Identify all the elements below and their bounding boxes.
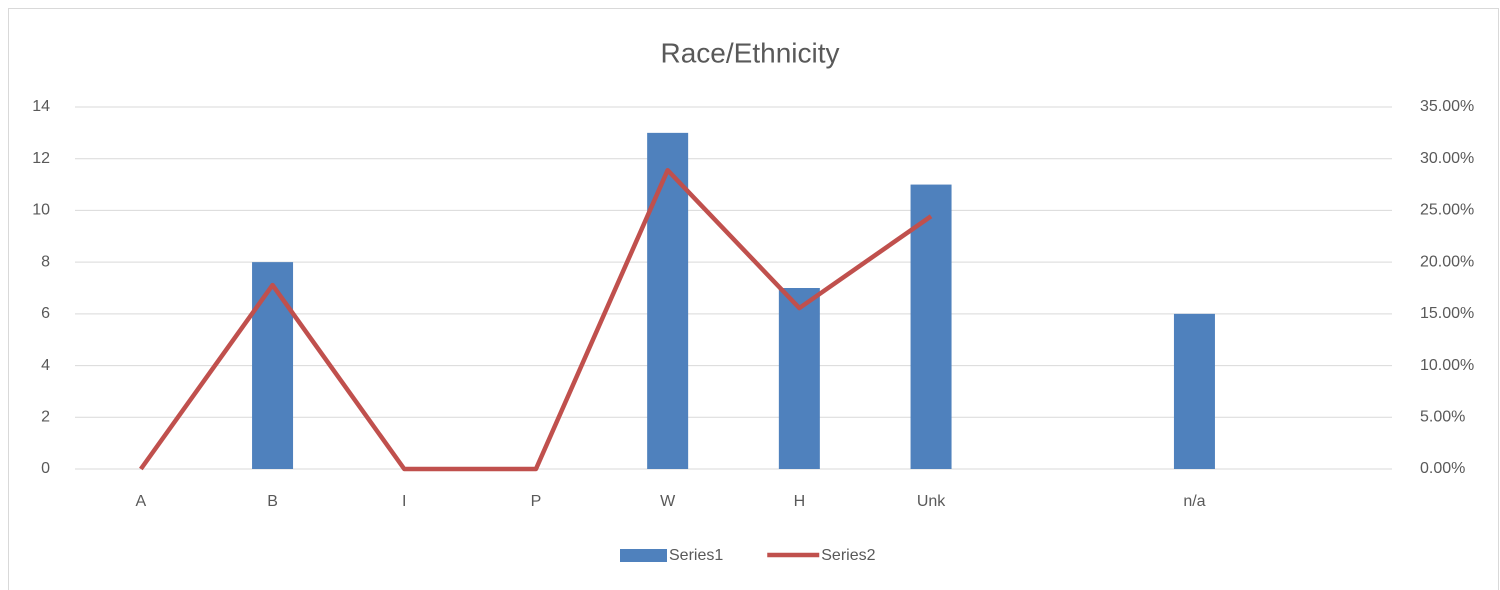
y-tick-label: 10 bbox=[32, 202, 50, 219]
y-tick-label: 2 bbox=[41, 409, 50, 426]
bar bbox=[647, 132, 689, 469]
x-tick-label: I bbox=[402, 493, 406, 510]
legend-label: Series2 bbox=[821, 547, 875, 564]
x-tick-label: P bbox=[531, 493, 542, 510]
y-tick-label: 6 bbox=[41, 305, 50, 322]
x-tick-label: H bbox=[794, 493, 806, 510]
y-tick-label: 8 bbox=[41, 253, 50, 270]
legend-swatch bbox=[620, 549, 667, 562]
x-tick-label: W bbox=[660, 493, 676, 510]
x-tick-label: n/a bbox=[1183, 493, 1205, 510]
x-tick-label: Unk bbox=[917, 493, 946, 510]
y-tick-label: 0 bbox=[41, 460, 50, 477]
legend-label: Series1 bbox=[669, 547, 723, 564]
x-tick-label: A bbox=[136, 493, 147, 510]
chart-title: Race/Ethnicity bbox=[661, 37, 840, 68]
bar bbox=[1173, 313, 1215, 469]
y2-tick-label: 30.00% bbox=[1420, 150, 1474, 167]
x-tick-label: B bbox=[267, 493, 278, 510]
y-tick-label: 14 bbox=[32, 98, 50, 115]
bar bbox=[778, 288, 820, 469]
y2-tick-label: 10.00% bbox=[1420, 357, 1474, 374]
y2-tick-label: 5.00% bbox=[1420, 409, 1465, 426]
y2-tick-label: 35.00% bbox=[1420, 98, 1474, 115]
bar bbox=[910, 184, 952, 470]
y-tick-label: 12 bbox=[32, 150, 50, 167]
chart-border bbox=[8, 8, 1499, 590]
line bbox=[139, 167, 933, 472]
y2-tick-label: 25.00% bbox=[1420, 202, 1474, 219]
y2-tick-label: 20.00% bbox=[1420, 253, 1474, 270]
bar bbox=[252, 262, 294, 469]
y2-tick-label: 0.00% bbox=[1420, 460, 1465, 477]
y2-tick-label: 15.00% bbox=[1420, 305, 1474, 322]
y-tick-label: 4 bbox=[41, 357, 50, 374]
